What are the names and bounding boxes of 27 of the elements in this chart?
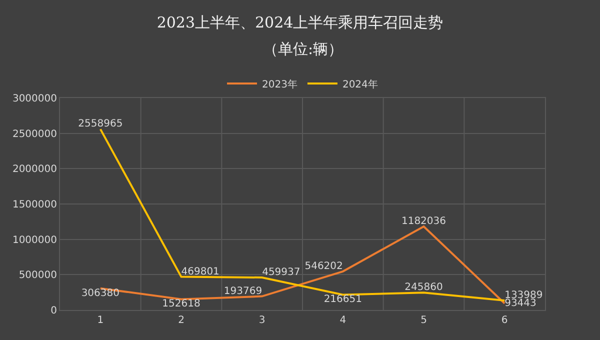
data-label: 469801 [181,266,220,278]
chart-title: 2023上半年、2024上半年乘用车召回走势 [156,14,444,32]
y-tick-label: 500000 [18,270,57,282]
x-tick-label: 4 [340,315,346,326]
y-tick-label: 2500000 [12,128,57,140]
data-label: 1182036 [401,216,446,227]
data-label: 306380 [81,288,120,299]
chart-subtitle: （单位:辆） [263,40,344,58]
y-tick-label: 2000000 [12,164,57,176]
x-tick-label: 3 [258,315,266,326]
y-tick-label: 1500000 [12,200,57,210]
data-label: 546202 [304,260,343,272]
data-label: 245860 [404,282,443,294]
data-label: 459937 [262,267,300,278]
data-label: 2558965 [78,118,123,130]
x-tick-label: 1 [97,315,104,326]
x-tick-label: 2 [178,315,184,326]
data-label: 193769 [224,286,262,297]
legend-label: 2023年 [262,78,298,90]
data-label: 216651 [324,294,362,306]
y-tick-label: 1000000 [12,234,57,246]
x-tick-label: 6 [501,315,508,326]
x-tick-label: 5 [420,315,427,326]
y-tick-label: 0 [50,306,57,316]
legend-label: 2024年 [342,78,378,90]
y-tick-label: 3000000 [12,94,57,104]
data-label: 152618 [162,298,200,310]
